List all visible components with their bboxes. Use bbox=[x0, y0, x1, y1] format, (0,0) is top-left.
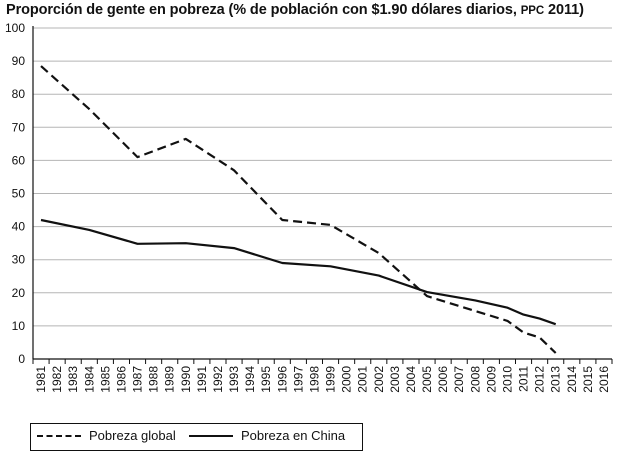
series-line-pobreza-en-china bbox=[40, 218, 557, 326]
x-tick-label-2011: 2011 bbox=[517, 366, 531, 392]
x-tick-label-1993: 1993 bbox=[227, 366, 241, 393]
x-tick-label-1992: 1992 bbox=[211, 366, 225, 393]
legend-swatch-global bbox=[37, 434, 81, 437]
x-tick-label-2015: 2015 bbox=[581, 366, 595, 393]
x-tick-label-1989: 1989 bbox=[163, 366, 177, 393]
y-tick-label-80: 80 bbox=[12, 87, 26, 101]
x-tick-label-1998: 1998 bbox=[307, 366, 321, 393]
x-tick-label-2001: 2001 bbox=[356, 366, 370, 393]
x-tick-label-2008: 2008 bbox=[468, 366, 482, 393]
y-tick-label-20: 20 bbox=[12, 286, 26, 300]
y-tick-label-100: 100 bbox=[5, 21, 25, 35]
y-tick-label-90: 90 bbox=[12, 54, 26, 68]
x-tick-label-1981: 1981 bbox=[34, 366, 48, 393]
legend-item-china: Pobreza en China bbox=[189, 428, 345, 443]
chart-title-ppc: PPC bbox=[520, 5, 545, 17]
y-tick-label-0: 0 bbox=[18, 352, 25, 366]
x-tick-label-1997: 1997 bbox=[291, 366, 305, 393]
x-tick-label-1986: 1986 bbox=[114, 366, 128, 393]
x-tick-label-1988: 1988 bbox=[147, 366, 161, 393]
x-tick-label-2002: 2002 bbox=[372, 366, 386, 393]
chart-title: Proporción de gente en pobreza (% de pob… bbox=[6, 2, 584, 18]
legend-item-global: Pobreza global bbox=[37, 428, 176, 443]
legend-swatch-china bbox=[189, 434, 233, 437]
x-tick-label-1987: 1987 bbox=[131, 366, 145, 393]
x-tick-label-2012: 2012 bbox=[533, 366, 547, 393]
x-tick-label-2006: 2006 bbox=[436, 366, 450, 393]
legend-label-global: Pobreza global bbox=[89, 428, 176, 443]
x-tick-label-2003: 2003 bbox=[388, 366, 402, 393]
x-tick-label-2005: 2005 bbox=[420, 366, 434, 393]
y-tick-label-70: 70 bbox=[12, 120, 26, 134]
y-tick-label-60: 60 bbox=[12, 153, 26, 167]
x-tick-label-2013: 2013 bbox=[549, 366, 563, 393]
x-tick-label-1985: 1985 bbox=[98, 366, 112, 393]
legend-label-china: Pobreza en China bbox=[241, 428, 346, 443]
x-tick-label-2009: 2009 bbox=[484, 366, 498, 393]
x-tick-label-1995: 1995 bbox=[259, 366, 273, 393]
chart-title-main: Proporción de gente en pobreza (% de pob… bbox=[6, 2, 517, 18]
y-tick-label-50: 50 bbox=[12, 187, 26, 201]
y-tick-label-30: 30 bbox=[12, 253, 26, 267]
x-tick-label-1983: 1983 bbox=[66, 366, 80, 393]
x-tick-label-1990: 1990 bbox=[179, 366, 193, 393]
legend: Pobreza global Pobreza en China bbox=[30, 423, 363, 451]
x-tick-label-1991: 1991 bbox=[195, 366, 209, 393]
x-tick-label-2000: 2000 bbox=[340, 366, 354, 393]
x-tick-label-2007: 2007 bbox=[452, 366, 466, 393]
series-line-pobreza-global bbox=[40, 65, 557, 354]
x-tick-label-1984: 1984 bbox=[82, 366, 96, 393]
y-tick-label-10: 10 bbox=[12, 319, 26, 333]
x-tick-label-2010: 2010 bbox=[500, 366, 514, 393]
x-tick-label-1982: 1982 bbox=[50, 366, 64, 393]
x-tick-label-1996: 1996 bbox=[275, 366, 289, 393]
x-tick-label-1994: 1994 bbox=[243, 366, 257, 393]
x-tick-label-2014: 2014 bbox=[565, 366, 579, 393]
x-tick-label-1999: 1999 bbox=[324, 366, 338, 393]
chart-title-end: 2011) bbox=[548, 2, 584, 18]
y-tick-label-40: 40 bbox=[12, 220, 26, 234]
x-tick-label-2016: 2016 bbox=[597, 366, 611, 393]
x-tick-label-2004: 2004 bbox=[404, 366, 418, 393]
